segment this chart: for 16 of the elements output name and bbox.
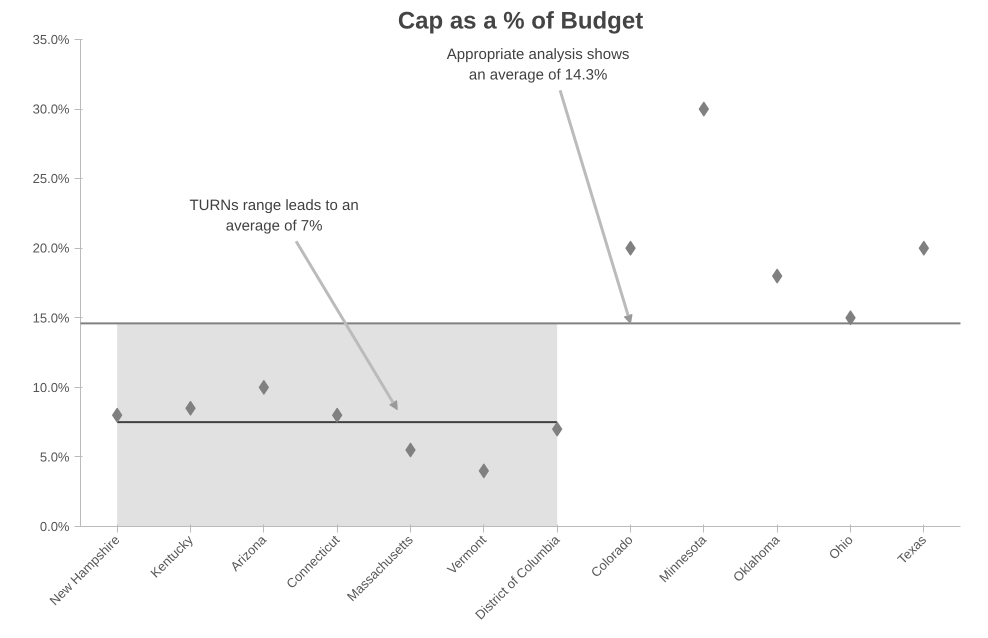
annotation: TURNs range leads to an average of 7% [189,196,359,234]
chart-title: Cap as a % of Budget [398,8,644,34]
y-tick-label: 10.0% [32,380,70,395]
y-tick-label: 15.0% [32,310,70,326]
y-tick-label: 5.0% [40,449,70,464]
point [185,400,196,416]
y-tick-label: 30.0% [32,102,70,117]
x-tick-label: Ohio [826,532,856,562]
y-tick-label: 20.0% [32,240,70,256]
annotation: Appropriate analysis shows an average of 14.3% [446,46,630,84]
point [845,310,856,326]
y-tick-label: 35.0% [32,32,70,47]
point [625,240,636,256]
y-tick-label: 0.0% [40,519,70,534]
point [405,442,416,458]
y-tick-label: 25.0% [32,171,70,186]
